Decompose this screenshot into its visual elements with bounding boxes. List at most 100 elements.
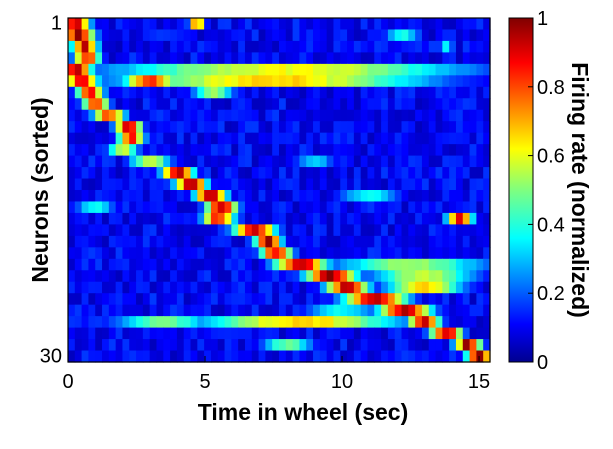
heatmap-cell: [244, 350, 253, 363]
heatmap-cell: [449, 144, 457, 157]
heatmap-cell: [449, 98, 457, 111]
heatmap-cell: [279, 258, 287, 271]
heatmap-cell: [149, 190, 158, 203]
heatmap-cell: [421, 350, 430, 363]
heatmap-cell: [428, 281, 437, 294]
heatmap-cell: [428, 304, 437, 317]
heatmap-cell: [285, 316, 294, 329]
heatmap-cell: [449, 235, 457, 248]
heatmap-cell: [251, 132, 260, 145]
heatmap-cell: [74, 98, 83, 111]
heatmap-cell: [149, 86, 158, 99]
heatmap-cell: [292, 178, 301, 191]
heatmap-cell: [340, 167, 348, 180]
heatmap-cell: [299, 29, 307, 42]
heatmap-cell: [190, 86, 198, 99]
heatmap-cell: [360, 121, 369, 134]
heatmap-cell: [449, 293, 457, 306]
heatmap-cell: [408, 258, 416, 271]
heatmap-cell: [360, 327, 369, 340]
heatmap-cell: [217, 224, 226, 237]
heatmap-cell: [449, 63, 457, 76]
heatmap-cell: [258, 121, 266, 134]
heatmap-cell: [258, 201, 266, 214]
heatmap-cell: [306, 178, 314, 191]
heatmap-cell: [306, 270, 314, 283]
heatmap-cell: [190, 190, 198, 203]
heatmap-cell: [95, 190, 103, 203]
heatmap-cell: [476, 178, 484, 191]
heatmap-cell: [347, 132, 355, 145]
heatmap-cell: [74, 281, 83, 294]
heatmap-cell: [421, 212, 430, 225]
heatmap-cell: [170, 63, 178, 76]
heatmap-cell: [442, 293, 450, 306]
heatmap-cell: [285, 40, 294, 53]
heatmap-cell: [163, 316, 171, 329]
heatmap-cell: [115, 75, 124, 88]
heatmap-cell: [449, 132, 457, 145]
heatmap-cell: [313, 293, 321, 306]
heatmap-cell: [190, 155, 198, 168]
heatmap-cell: [353, 224, 362, 237]
heatmap-cell: [190, 52, 198, 65]
heatmap-cell: [102, 167, 110, 180]
heatmap-cell: [347, 201, 355, 214]
heatmap-cell: [115, 178, 124, 191]
heatmap-cell: [102, 293, 110, 306]
heatmap-cell: [313, 350, 321, 363]
heatmap-cell: [176, 316, 185, 329]
heatmap-cell: [74, 270, 83, 283]
heatmap-cell: [435, 339, 443, 352]
heatmap-cell: [156, 258, 164, 271]
heatmap-cell: [394, 63, 403, 76]
heatmap-cell: [272, 178, 280, 191]
heatmap-cell: [381, 235, 389, 248]
heatmap-cell: [469, 190, 477, 203]
heatmap-cell: [129, 86, 137, 99]
heatmap-cell: [435, 144, 443, 157]
heatmap-cell: [340, 121, 348, 134]
heatmap-cell: [108, 52, 117, 65]
heatmap-cell: [347, 178, 355, 191]
heatmap-cell: [401, 350, 409, 363]
heatmap-cell: [449, 316, 457, 329]
heatmap-cell: [156, 29, 164, 42]
heatmap-cell: [244, 247, 253, 260]
heatmap-cell: [156, 121, 164, 134]
heatmap-cell: [333, 316, 341, 329]
heatmap-cell: [251, 339, 260, 352]
heatmap-cell: [176, 293, 185, 306]
heatmap-cell: [428, 52, 437, 65]
heatmap-cell: [415, 75, 423, 88]
heatmap-cell: [108, 270, 117, 283]
heatmap-cell: [272, 86, 280, 99]
heatmap-cell: [306, 98, 314, 111]
heatmap-cell: [449, 258, 457, 271]
heatmap-cell: [421, 144, 430, 157]
heatmap-cell: [142, 29, 151, 42]
heatmap-cell: [224, 224, 232, 237]
heatmap-cell: [115, 98, 124, 111]
heatmap-cell: [476, 144, 484, 157]
heatmap-cell: [244, 327, 253, 340]
heatmap-cell: [455, 339, 464, 352]
heatmap-cell: [333, 75, 341, 88]
heatmap-cell: [279, 144, 287, 157]
heatmap-cell: [306, 144, 314, 157]
heatmap-cell: [326, 98, 335, 111]
heatmap-cell: [279, 52, 287, 65]
heatmap-cell: [394, 281, 403, 294]
heatmap-cell: [231, 258, 239, 271]
heatmap-cell: [210, 178, 219, 191]
heatmap-cell: [428, 339, 437, 352]
heatmap-cell: [231, 201, 239, 214]
heatmap-cell: [353, 247, 362, 260]
heatmap-cell: [387, 235, 396, 248]
heatmap-cell: [279, 350, 287, 363]
heatmap-cell: [319, 258, 328, 271]
heatmap-cell: [299, 316, 307, 329]
heatmap-cell: [265, 98, 273, 111]
heatmap-cell: [469, 339, 477, 352]
x-tick-label: 0: [62, 371, 73, 393]
